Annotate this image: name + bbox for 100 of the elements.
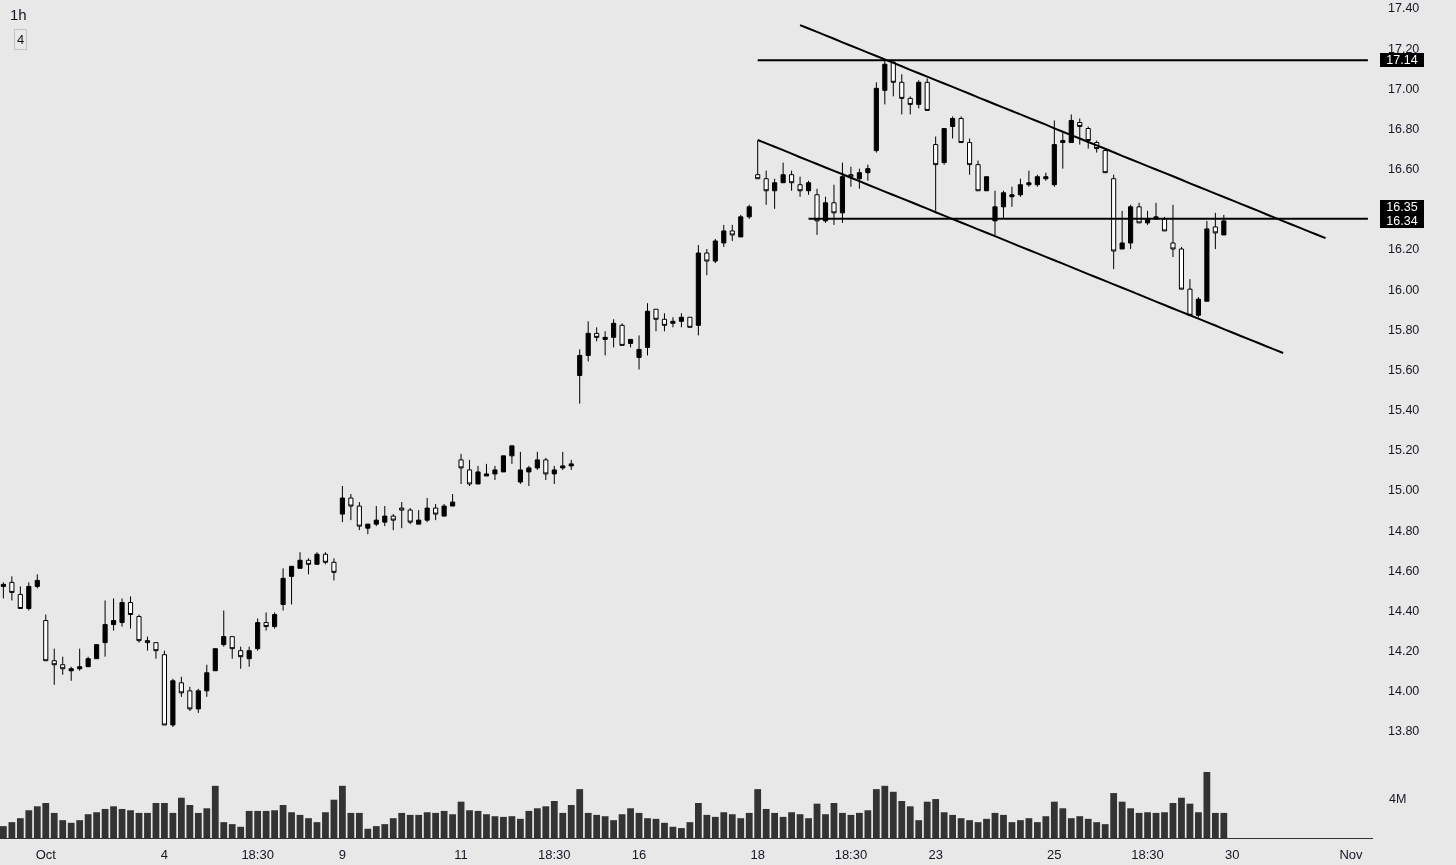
y-tick-label: 14.60 [1388,563,1420,578]
candlestick [119,597,125,628]
candlestick [263,612,269,632]
candlestick [899,73,905,115]
candlestick [780,162,786,184]
candlestick [678,312,684,328]
candlestick [983,176,990,192]
x-tick-label: 25 [1047,846,1062,862]
candlestick [619,322,625,346]
candlestick [229,636,235,660]
candlestick [644,302,651,356]
y-tick-label: 15.60 [1388,362,1420,377]
candlestick [568,459,574,471]
x-tick-label: 18:30 [834,846,868,862]
candlestick [797,176,803,198]
candlestick [526,465,532,487]
candlestick [433,503,439,521]
candlestick [373,505,379,527]
candlestick [60,656,66,676]
candlestick [1051,119,1057,188]
candlestick [560,451,566,469]
candlestick [288,565,295,605]
y-tick-label: 17.20 [1388,41,1420,56]
candlestick [466,459,473,487]
candlestick [653,308,659,332]
candlestick [483,463,490,477]
candlestick [1187,278,1193,316]
y-tick-label: 17.40 [1388,1,1420,16]
candlestick [500,455,507,473]
candlestick [407,507,413,525]
y-tick-label: 16.20 [1388,242,1420,257]
candlestick [1026,170,1032,186]
candlestick [636,334,642,370]
text: 4M [1389,792,1407,806]
candlestick [1017,178,1023,198]
candlestick [950,115,956,140]
candlestick [85,656,91,668]
series-label: 17.14 [1386,53,1418,67]
candlestick [399,501,405,529]
candlestick [26,581,32,611]
candlestick [221,610,227,648]
candlestick [450,493,456,507]
candlestick [322,551,329,565]
y-tick-label: 13.80 [1388,724,1420,739]
candlestick [204,664,210,698]
candlestick [77,648,83,670]
candlestick [238,646,244,670]
candlestick [1043,172,1049,180]
candlestick [187,686,193,712]
candlestick [856,168,862,190]
y-tick-label: 14.80 [1388,523,1420,538]
candlestick [68,666,74,682]
candlestick [0,581,6,599]
candlestick [551,465,557,485]
candlestick [729,224,735,242]
y-tick-label: 17.00 [1388,81,1420,96]
candlestick [661,312,668,332]
y-tick-label: 14.20 [1388,644,1420,659]
candlestick [517,451,523,485]
candlestick [534,451,540,471]
candlestick [543,457,549,481]
candlestick [907,95,913,115]
candlestick [712,238,718,264]
x-tick-label: 16 [631,846,647,862]
candlestick [1102,148,1108,174]
x-tick-label: 18 [750,846,765,862]
y-tick-label: 15.20 [1388,443,1420,458]
chart-title: 1h [10,6,27,23]
candlestick [687,316,693,328]
annotation: 4 [17,32,25,47]
candlestick [43,614,49,662]
y-tick-label: 15.40 [1388,403,1420,418]
candlestick [670,316,676,328]
y-tick-label: 14.00 [1388,684,1420,699]
candlestick [356,501,362,531]
candlestick [746,204,752,220]
candlestick [153,642,159,660]
candlestick [297,551,303,569]
y-tick-label: 14.40 [1388,603,1420,618]
candlestick [348,493,354,521]
candlestick [916,79,922,109]
candlestick [602,330,608,356]
candlestick [975,160,981,192]
y-tick-label: 15.80 [1388,322,1420,337]
candlestick [848,166,854,188]
candlestick [110,597,117,632]
x-tick-label: Nov [1339,846,1364,862]
candlestick [255,618,261,652]
candlestick [492,465,498,481]
candlestick [509,445,515,465]
candlestick [441,503,447,517]
candlestick [873,81,879,154]
candlestick [1178,246,1185,290]
candlestick [161,650,167,726]
candlestick [611,318,617,348]
x-tick-label: 4 [160,846,169,862]
candlestick [458,453,464,485]
x-tick-label: 18:30 [1131,846,1164,862]
candlestick [1085,125,1091,150]
candlestick [865,164,871,182]
